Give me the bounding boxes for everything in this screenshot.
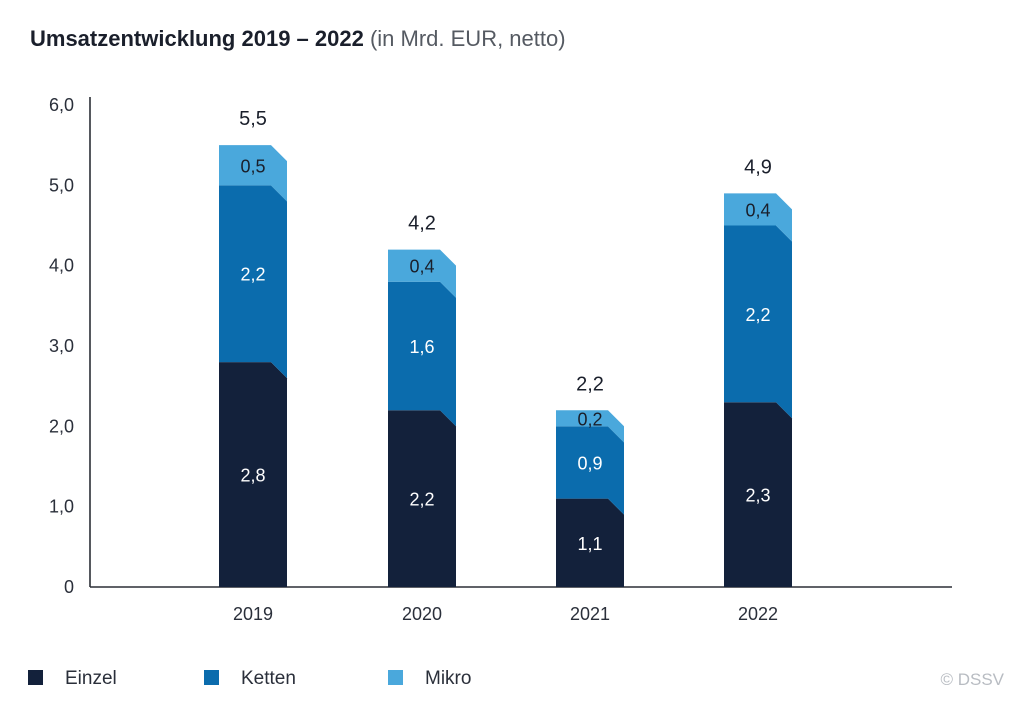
bar-segment-einzel-2021 [556,498,624,587]
data-label-mikro-2022: 0,4 [745,200,770,220]
y-tick-label: 4,0 [49,256,74,276]
x-tick-label-2022: 2022 [738,604,778,624]
legend-label-ketten: Ketten [241,668,296,689]
y-tick-label: 1,0 [49,497,74,517]
data-label-einzel-2019: 2,8 [240,466,265,486]
data-label-einzel-2020: 2,2 [409,490,434,510]
bar-segment-einzel-2020 [388,410,456,587]
legend-swatch-einzel [28,669,43,685]
data-label-ketten-2020: 1,6 [409,337,434,357]
data-label-ketten-2022: 2,2 [745,305,770,325]
chart-title-main: Umsatzentwicklung 2019 – 2022 [30,26,364,51]
y-tick-label: 5,0 [49,175,74,195]
data-label-mikro-2019: 0,5 [240,156,265,176]
bar-segment-einzel-2022 [724,402,792,587]
data-label-mikro-2020: 0,4 [409,257,434,277]
y-tick-label: 6,0 [49,95,74,115]
chart-title-unit: (in Mrd. EUR, netto) [369,26,566,51]
legend-label-einzel: Einzel [65,668,117,689]
bar-segment-ketten-2019 [219,185,287,379]
legend-swatch-ketten [204,669,219,685]
data-label-ketten-2021: 0,9 [577,453,602,473]
legend-item-mikro: Mikro [388,668,471,690]
chart-title: Umsatzentwicklung 2019 – 2022 (in Mrd. E… [30,26,566,52]
total-label-2022: 4,9 [744,156,772,178]
copyright-notice: © DSSV [940,670,1004,689]
legend-swatch-mikro [388,669,403,685]
data-label-mikro-2021: 0,2 [577,409,602,429]
x-tick-label-2021: 2021 [570,604,610,624]
bar-segment-ketten-2022 [724,225,792,419]
y-tick-label: 3,0 [49,336,74,356]
bar-segment-mikro-2020 [388,249,456,298]
legend-item-ketten: Ketten [204,668,296,690]
x-tick-label-2019: 2019 [233,604,273,624]
y-tick-label: 0 [64,577,74,597]
data-label-einzel-2022: 2,3 [745,486,770,506]
y-tick-label: 2,0 [49,416,74,436]
bar-segment-mikro-2022 [724,193,792,242]
legend-item-einzel: Einzel [28,668,117,690]
bar-segment-mikro-2019 [219,145,287,202]
total-label-2021: 2,2 [576,373,604,395]
bar-segment-ketten-2020 [388,281,456,427]
data-label-einzel-2021: 1,1 [577,534,602,554]
total-label-2019: 5,5 [239,108,267,130]
bar-segment-mikro-2021 [556,410,624,443]
x-tick-label-2020: 2020 [402,604,442,624]
legend-label-mikro: Mikro [425,668,472,689]
bar-segment-einzel-2019 [219,362,287,587]
total-label-2020: 4,2 [408,213,436,235]
data-label-ketten-2019: 2,2 [240,265,265,285]
bar-segment-ketten-2021 [556,426,624,515]
